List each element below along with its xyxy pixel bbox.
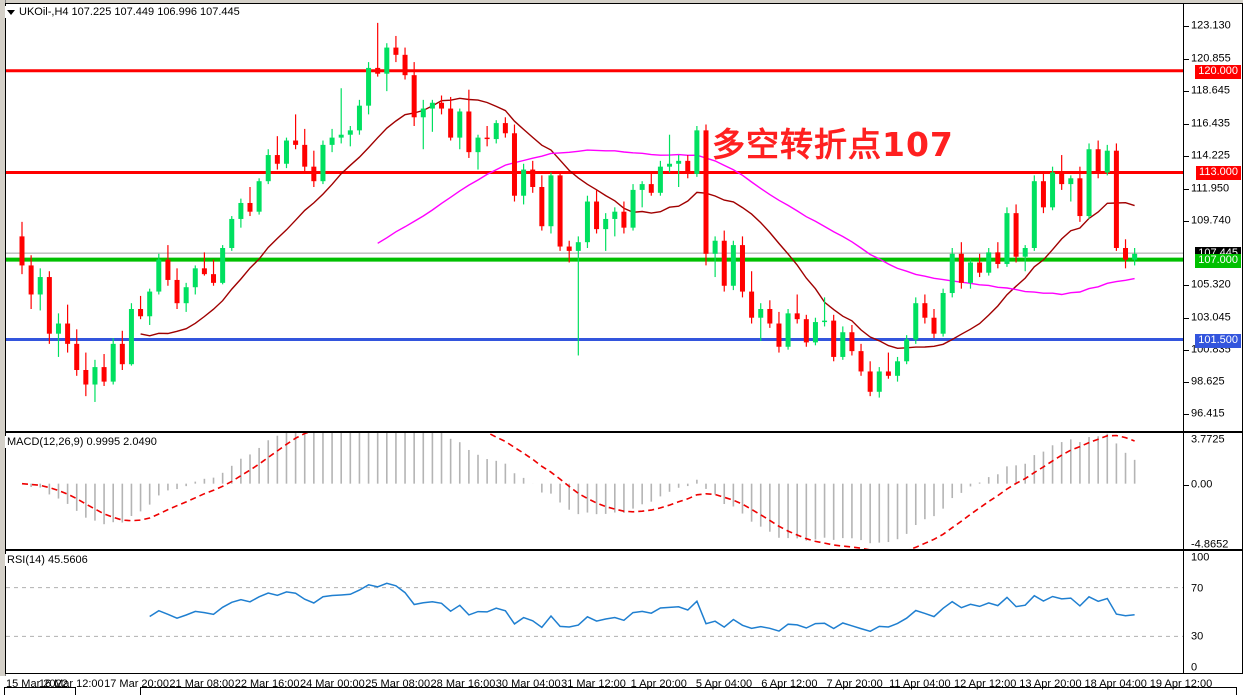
time-tick-label: 7 Apr 20:00 — [826, 678, 883, 690]
time-tick-label: 19 Apr 12:00 — [1149, 678, 1213, 690]
time-tick-label: 1 Apr 20:00 — [630, 678, 687, 690]
price-tick — [1184, 91, 1189, 93]
macd-tick-label: -4.8652 — [1191, 538, 1229, 551]
scroll-thumb-left[interactable] — [4, 687, 76, 695]
price-tick — [1184, 318, 1189, 320]
price-tag-101-500[interactable]: 101.500 — [1195, 333, 1241, 348]
scroll-thumb-right[interactable] — [140, 687, 1237, 695]
price-tick-label: 109.740 — [1191, 214, 1231, 227]
time-tick-label: 15 Mar 2022 — [6, 678, 68, 690]
price-tick — [1184, 414, 1189, 416]
price-tag-120-000[interactable]: 120.000 — [1195, 64, 1241, 79]
price-tick-label: 120.855 — [1191, 52, 1231, 65]
price-tick — [1184, 26, 1189, 28]
price-tick — [1184, 220, 1189, 222]
macd-tick — [1184, 484, 1189, 486]
rsi-tick-label: 30 — [1191, 630, 1204, 643]
price-tick-label: 123.130 — [1191, 19, 1231, 32]
time-tick-label: 28 Mar 16:00 — [430, 678, 496, 690]
macd-tick-label: 0.00 — [1191, 478, 1213, 491]
price-tick-label: 98.625 — [1191, 375, 1225, 388]
time-tick-label: 17 Mar 20:00 — [104, 678, 169, 690]
time-tick-label: 25 Mar 08:00 — [365, 678, 431, 690]
ma-fast-line — [140, 97, 1135, 350]
time-tick-label: 24 Mar 00:00 — [299, 678, 365, 690]
rsi-tick-label: 100 — [1191, 551, 1210, 564]
rsi-tick-label: 70 — [1191, 582, 1204, 595]
symbol-header: UKOil-,H4 107.225 107.449 106.996 107.44… — [5, 6, 242, 18]
price-tag-107-000[interactable]: 107.000 — [1195, 253, 1241, 268]
time-tick-label: 12 Apr 12:00 — [953, 678, 1017, 690]
price-tick-label: 105.320 — [1191, 278, 1231, 291]
time-tick-label: 30 Mar 04:00 — [495, 678, 561, 690]
triangle-down-icon[interactable] — [7, 9, 15, 15]
price-chart-panel[interactable]: 123.130 120.855 118.645 116.435 114.225 111.9… — [5, 3, 1243, 432]
time-tick-label: 31 Mar 12:00 — [561, 678, 626, 690]
time-tick-label: 21 Mar 08:00 — [169, 678, 235, 690]
price-tick — [1184, 285, 1189, 287]
macd-axis[interactable]: 3.7725 0.00 -4.8652 — [1183, 433, 1242, 551]
price-tick-label: 114.225 — [1191, 149, 1230, 162]
rsi-axis[interactable]: 100 70 30 0 — [1183, 551, 1242, 673]
time-tick-label: 22 Mar 16:00 — [234, 678, 300, 690]
rsi-panel[interactable]: 100 70 30 0 — [5, 550, 1243, 674]
time-tick-label: 5 Apr 04:00 — [695, 678, 753, 690]
price-tick-label: 96.415 — [1191, 407, 1225, 420]
time-tick-label: 11 Apr 04:00 — [889, 678, 951, 690]
rsi-plot-area[interactable] — [6, 551, 1183, 673]
time-tick-label: 18 Apr 04:00 — [1084, 678, 1147, 690]
macd-plot-area[interactable] — [6, 433, 1183, 549]
price-tick — [1184, 59, 1189, 61]
macd-tick-label: 3.7725 — [1191, 433, 1225, 446]
macd-histogram — [30, 433, 1136, 544]
price-candles-svg — [6, 22, 1183, 402]
window-top-border — [0, 0, 1243, 3]
price-tick — [1184, 123, 1189, 125]
price-tick — [1184, 155, 1189, 157]
ma-slow-line — [377, 149, 1135, 296]
macd-svg — [21, 433, 1136, 549]
symbol-header-text: UKOil-,H4 107.225 107.449 106.996 107.44… — [19, 6, 240, 18]
macd-panel[interactable]: 3.7725 0.00 -4.8652 — [5, 432, 1243, 550]
price-axis[interactable]: 123.130 120.855 118.645 116.435 114.225 111.9… — [1183, 4, 1242, 431]
rsi-svg — [6, 582, 1183, 637]
rsi-tick-label: 0 — [1191, 661, 1198, 674]
time-tick-label: 16 Mar 12:00 — [38, 678, 104, 690]
price-tick-label: 103.045 — [1191, 311, 1231, 324]
price-tick-label: 111.950 — [1191, 182, 1230, 195]
price-tick — [1184, 188, 1189, 190]
rsi-line — [149, 582, 1135, 633]
price-plot-area[interactable] — [6, 4, 1183, 431]
macd-label: MACD(12,26,9) 0.9995 2.0490 — [5, 436, 159, 448]
candle-series — [19, 22, 1138, 402]
bottom-scroll-strip[interactable] — [0, 676, 1243, 695]
price-tag-113-000[interactable]: 113.000 — [1196, 166, 1241, 181]
time-tick-label: 6 Apr 12:00 — [761, 678, 818, 690]
time-tick-label: 13 Apr 20:00 — [1019, 678, 1082, 690]
price-tick — [1184, 350, 1189, 352]
rsi-label: RSI(14) 45.5606 — [5, 554, 90, 566]
macd-signal-line — [21, 433, 1135, 549]
price-tick-label: 100.835 — [1191, 343, 1231, 356]
price-tick — [1184, 382, 1189, 384]
price-tick-label: 118.645 — [1191, 84, 1230, 97]
chart-annotation-text: 多空转折点107 — [712, 125, 954, 164]
price-tick-label: 116.435 — [1191, 117, 1230, 130]
